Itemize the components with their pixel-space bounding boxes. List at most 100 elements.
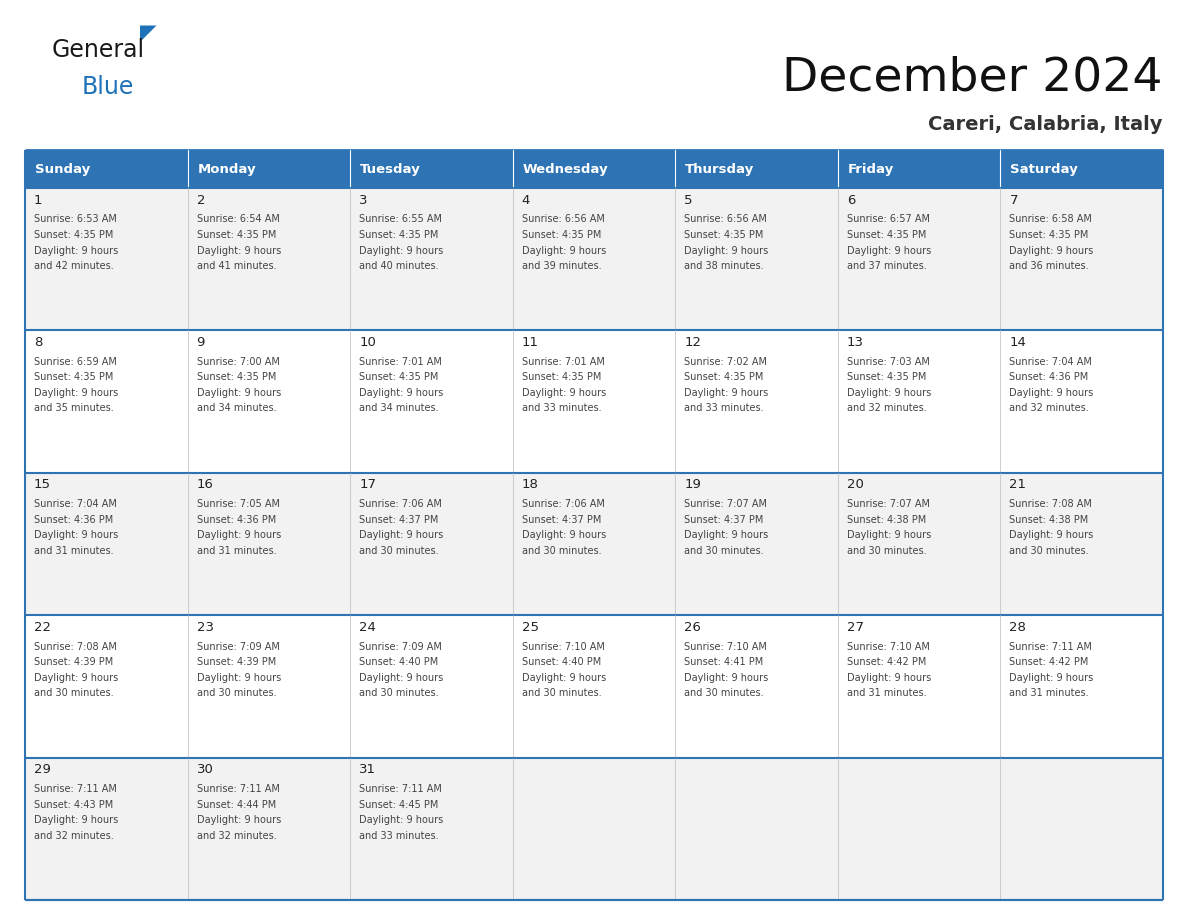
- Text: and 30 minutes.: and 30 minutes.: [847, 546, 927, 555]
- Text: 1: 1: [34, 194, 43, 207]
- Bar: [25, 473, 1163, 615]
- Text: Sunset: 4:36 PM: Sunset: 4:36 PM: [1010, 373, 1088, 383]
- Text: Sunrise: 6:57 AM: Sunrise: 6:57 AM: [847, 215, 930, 225]
- Text: Daylight: 9 hours: Daylight: 9 hours: [196, 673, 280, 683]
- Bar: [1000, 150, 1163, 188]
- Text: 12: 12: [684, 336, 701, 349]
- Text: 18: 18: [522, 478, 538, 491]
- Text: Daylight: 9 hours: Daylight: 9 hours: [684, 673, 769, 683]
- Text: and 40 minutes.: and 40 minutes.: [359, 261, 438, 271]
- Text: 16: 16: [196, 478, 214, 491]
- Text: and 30 minutes.: and 30 minutes.: [522, 688, 601, 699]
- Text: and 41 minutes.: and 41 minutes.: [196, 261, 276, 271]
- Text: Sunrise: 7:11 AM: Sunrise: 7:11 AM: [1010, 642, 1092, 652]
- Text: Friday: Friday: [848, 162, 895, 175]
- Text: Sunrise: 7:00 AM: Sunrise: 7:00 AM: [196, 357, 279, 367]
- Text: Sunrise: 7:05 AM: Sunrise: 7:05 AM: [196, 499, 279, 509]
- Text: 11: 11: [522, 336, 538, 349]
- Text: Sunrise: 7:09 AM: Sunrise: 7:09 AM: [196, 642, 279, 652]
- Polygon shape: [140, 26, 157, 42]
- Text: Sunset: 4:40 PM: Sunset: 4:40 PM: [359, 657, 438, 667]
- Bar: [25, 188, 1163, 330]
- Text: 9: 9: [196, 336, 206, 349]
- Text: Daylight: 9 hours: Daylight: 9 hours: [34, 245, 119, 255]
- Text: Sunset: 4:35 PM: Sunset: 4:35 PM: [1010, 230, 1089, 240]
- Text: Sunset: 4:39 PM: Sunset: 4:39 PM: [34, 657, 113, 667]
- Text: Daylight: 9 hours: Daylight: 9 hours: [1010, 388, 1094, 397]
- Text: and 30 minutes.: and 30 minutes.: [196, 688, 276, 699]
- Text: 23: 23: [196, 621, 214, 633]
- Text: Monday: Monday: [197, 162, 257, 175]
- Text: Sunrise: 6:56 AM: Sunrise: 6:56 AM: [684, 215, 767, 225]
- Text: Sunrise: 7:06 AM: Sunrise: 7:06 AM: [522, 499, 605, 509]
- Text: and 36 minutes.: and 36 minutes.: [1010, 261, 1089, 271]
- Text: Sunset: 4:37 PM: Sunset: 4:37 PM: [359, 515, 438, 525]
- Text: 27: 27: [847, 621, 864, 633]
- Text: 14: 14: [1010, 336, 1026, 349]
- Text: Sunset: 4:35 PM: Sunset: 4:35 PM: [684, 373, 764, 383]
- Text: Sunset: 4:39 PM: Sunset: 4:39 PM: [196, 657, 276, 667]
- Text: Sunrise: 7:04 AM: Sunrise: 7:04 AM: [34, 499, 116, 509]
- Text: 3: 3: [359, 194, 367, 207]
- Text: Daylight: 9 hours: Daylight: 9 hours: [359, 673, 443, 683]
- Text: Thursday: Thursday: [685, 162, 754, 175]
- Text: Sunset: 4:35 PM: Sunset: 4:35 PM: [847, 230, 927, 240]
- Text: Daylight: 9 hours: Daylight: 9 hours: [359, 531, 443, 541]
- Text: Daylight: 9 hours: Daylight: 9 hours: [34, 673, 119, 683]
- Text: Sunset: 4:35 PM: Sunset: 4:35 PM: [34, 373, 113, 383]
- Text: and 30 minutes.: and 30 minutes.: [1010, 546, 1089, 555]
- Text: Sunset: 4:35 PM: Sunset: 4:35 PM: [359, 230, 438, 240]
- Text: Saturday: Saturday: [1011, 162, 1079, 175]
- Text: Daylight: 9 hours: Daylight: 9 hours: [1010, 531, 1094, 541]
- Bar: [513, 150, 675, 188]
- Text: 8: 8: [34, 336, 43, 349]
- Text: Sunset: 4:38 PM: Sunset: 4:38 PM: [847, 515, 927, 525]
- Text: Daylight: 9 hours: Daylight: 9 hours: [196, 388, 280, 397]
- Text: Sunset: 4:35 PM: Sunset: 4:35 PM: [34, 230, 113, 240]
- Text: Sunset: 4:45 PM: Sunset: 4:45 PM: [359, 800, 438, 810]
- Text: Daylight: 9 hours: Daylight: 9 hours: [196, 531, 280, 541]
- Text: Daylight: 9 hours: Daylight: 9 hours: [1010, 245, 1094, 255]
- Text: and 34 minutes.: and 34 minutes.: [359, 403, 438, 413]
- Text: Sunset: 4:35 PM: Sunset: 4:35 PM: [684, 230, 764, 240]
- Text: Sunset: 4:42 PM: Sunset: 4:42 PM: [1010, 657, 1089, 667]
- Text: and 32 minutes.: and 32 minutes.: [1010, 403, 1089, 413]
- Bar: [25, 150, 188, 188]
- Text: and 31 minutes.: and 31 minutes.: [847, 688, 927, 699]
- Text: Sunrise: 7:07 AM: Sunrise: 7:07 AM: [847, 499, 930, 509]
- Bar: [838, 150, 1000, 188]
- Text: Sunrise: 7:02 AM: Sunrise: 7:02 AM: [684, 357, 767, 367]
- Text: Daylight: 9 hours: Daylight: 9 hours: [684, 531, 769, 541]
- Bar: [675, 150, 838, 188]
- Text: Sunset: 4:36 PM: Sunset: 4:36 PM: [34, 515, 113, 525]
- Text: Daylight: 9 hours: Daylight: 9 hours: [522, 388, 606, 397]
- Text: Daylight: 9 hours: Daylight: 9 hours: [684, 245, 769, 255]
- Text: 5: 5: [684, 194, 693, 207]
- Text: and 30 minutes.: and 30 minutes.: [684, 546, 764, 555]
- Text: Daylight: 9 hours: Daylight: 9 hours: [359, 245, 443, 255]
- Text: Daylight: 9 hours: Daylight: 9 hours: [684, 388, 769, 397]
- Text: and 33 minutes.: and 33 minutes.: [522, 403, 601, 413]
- Text: Sunrise: 7:03 AM: Sunrise: 7:03 AM: [847, 357, 930, 367]
- Text: Sunrise: 6:56 AM: Sunrise: 6:56 AM: [522, 215, 605, 225]
- Text: 25: 25: [522, 621, 538, 633]
- Text: and 42 minutes.: and 42 minutes.: [34, 261, 114, 271]
- Text: 28: 28: [1010, 621, 1026, 633]
- Text: Sunrise: 7:10 AM: Sunrise: 7:10 AM: [684, 642, 767, 652]
- Text: December 2024: December 2024: [783, 55, 1163, 100]
- Text: Daylight: 9 hours: Daylight: 9 hours: [196, 815, 280, 825]
- Text: 30: 30: [196, 763, 214, 776]
- Text: 17: 17: [359, 478, 377, 491]
- Text: and 34 minutes.: and 34 minutes.: [196, 403, 276, 413]
- Text: Daylight: 9 hours: Daylight: 9 hours: [847, 673, 931, 683]
- Text: Sunrise: 7:01 AM: Sunrise: 7:01 AM: [359, 357, 442, 367]
- Text: Sunset: 4:43 PM: Sunset: 4:43 PM: [34, 800, 113, 810]
- Text: Daylight: 9 hours: Daylight: 9 hours: [522, 673, 606, 683]
- Text: 31: 31: [359, 763, 377, 776]
- Text: Tuesday: Tuesday: [360, 162, 421, 175]
- Text: Daylight: 9 hours: Daylight: 9 hours: [522, 245, 606, 255]
- Text: Sunrise: 6:59 AM: Sunrise: 6:59 AM: [34, 357, 116, 367]
- Text: Sunset: 4:37 PM: Sunset: 4:37 PM: [684, 515, 764, 525]
- Text: 6: 6: [847, 194, 855, 207]
- Text: 21: 21: [1010, 478, 1026, 491]
